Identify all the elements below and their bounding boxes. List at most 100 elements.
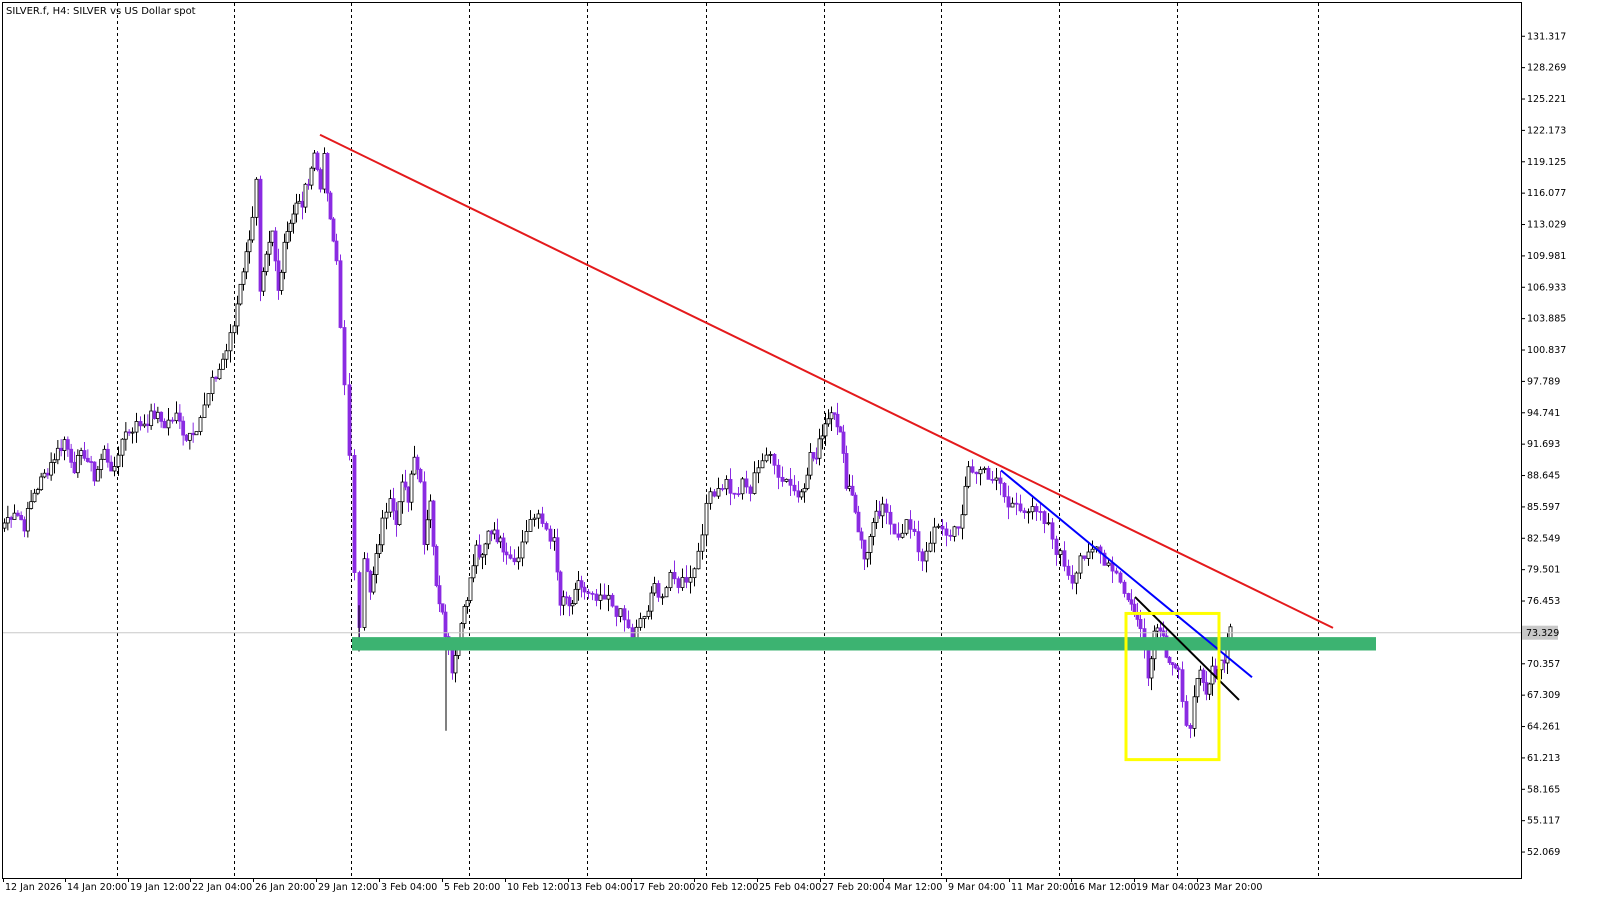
candle-body xyxy=(1014,502,1019,505)
candle xyxy=(652,576,657,596)
candle-body xyxy=(570,603,575,607)
candle-body xyxy=(508,554,513,559)
candle xyxy=(112,456,117,477)
candle-body xyxy=(443,611,448,637)
candle xyxy=(328,190,333,220)
candle xyxy=(391,487,396,520)
candle-body xyxy=(159,411,164,422)
candle xyxy=(712,489,717,498)
candle xyxy=(696,542,701,570)
candle xyxy=(970,459,975,474)
candle-body xyxy=(130,431,135,434)
candle xyxy=(896,522,901,541)
candle-body xyxy=(990,478,995,481)
candle xyxy=(704,494,709,547)
candle-body xyxy=(618,608,623,617)
candle-body xyxy=(409,473,414,503)
candle-body xyxy=(956,526,961,529)
candle xyxy=(868,533,873,565)
candle xyxy=(264,251,269,276)
candle-body xyxy=(123,431,128,440)
candle-body xyxy=(483,543,488,556)
candle-body xyxy=(194,431,199,436)
candle xyxy=(377,533,382,558)
candle-body xyxy=(1034,506,1039,512)
candle xyxy=(254,177,259,226)
current-price-label: 73.329 xyxy=(1526,628,1559,639)
candle-body xyxy=(638,618,643,628)
candle-body xyxy=(261,271,266,292)
candle xyxy=(544,521,549,531)
candle xyxy=(166,408,171,436)
candle xyxy=(888,505,893,535)
candle xyxy=(924,542,929,573)
candle xyxy=(495,518,500,544)
candle xyxy=(1118,571,1123,584)
candle-body xyxy=(532,517,537,520)
candle-body xyxy=(65,439,70,450)
candle xyxy=(69,443,74,469)
candle-body xyxy=(1158,627,1163,632)
candle-body xyxy=(315,152,320,170)
candle-body xyxy=(352,454,357,573)
candle xyxy=(384,502,389,530)
candle xyxy=(241,267,246,291)
candle-body xyxy=(744,478,749,488)
candle xyxy=(586,588,591,599)
x-tick-label: 10 Feb 12:00 xyxy=(507,882,569,893)
candle xyxy=(561,590,566,616)
candle xyxy=(700,523,705,560)
candle xyxy=(1010,497,1015,508)
candle xyxy=(409,470,414,511)
candle-body xyxy=(224,350,229,360)
candle xyxy=(998,471,1003,496)
candle-body xyxy=(120,438,125,456)
candle-body xyxy=(82,450,87,459)
candle-body xyxy=(1129,599,1134,605)
y-tick-label: 55.117 xyxy=(1527,816,1560,827)
candle-body xyxy=(331,218,336,242)
candle-body xyxy=(69,448,74,463)
candle xyxy=(548,525,553,550)
candle xyxy=(1102,549,1107,566)
candle xyxy=(982,466,987,474)
y-tick-label: 67.309 xyxy=(1527,690,1560,701)
candle-body xyxy=(1082,555,1087,559)
candle xyxy=(371,566,376,595)
candle-body xyxy=(79,450,84,456)
candle-body xyxy=(498,537,503,543)
candle-body xyxy=(1018,503,1023,512)
candle-body xyxy=(994,477,999,481)
candle-body xyxy=(453,655,458,674)
candle xyxy=(338,254,343,329)
candle xyxy=(453,649,458,683)
candle-body xyxy=(25,508,30,532)
candle-body xyxy=(888,511,893,525)
candle xyxy=(214,375,218,382)
candle-body xyxy=(12,512,17,520)
candle xyxy=(1158,621,1163,640)
candle xyxy=(740,477,745,500)
candle xyxy=(764,447,769,463)
x-tick-label: 22 Jan 04:00 xyxy=(192,882,252,893)
candle-body xyxy=(35,489,40,494)
candle-body xyxy=(847,485,852,489)
candle xyxy=(468,577,473,604)
candle xyxy=(486,530,491,550)
candle xyxy=(1192,685,1197,737)
resistance-trend-line xyxy=(319,133,1334,629)
candle-body xyxy=(826,418,831,425)
candle-body xyxy=(579,580,584,588)
candle xyxy=(606,585,611,612)
candle-body xyxy=(567,597,572,607)
candle-body xyxy=(544,523,549,530)
candle-body xyxy=(1058,550,1063,555)
candle-body xyxy=(285,231,290,243)
y-tick-label: 119.125 xyxy=(1527,157,1566,168)
candle xyxy=(1074,571,1079,595)
candle-body xyxy=(823,423,828,437)
candle-body xyxy=(465,600,470,607)
x-tick-label: 19 Mar 04:00 xyxy=(1136,882,1199,893)
candle-body xyxy=(206,393,211,406)
candle xyxy=(626,610,631,629)
